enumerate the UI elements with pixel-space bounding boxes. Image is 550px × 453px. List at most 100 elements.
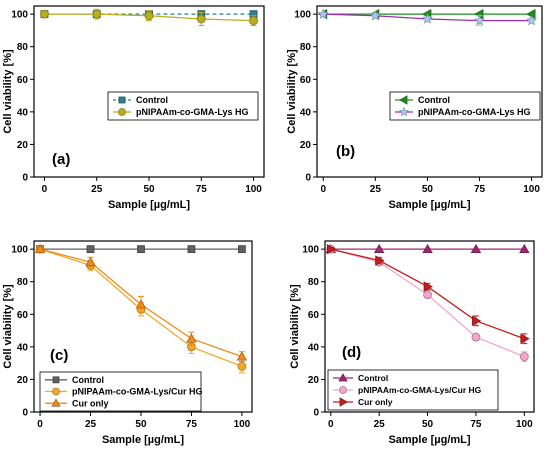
y-axis-label: Cell viability [%] (286, 49, 298, 134)
data-point (472, 315, 482, 326)
legend-marker (52, 376, 60, 384)
data-point (369, 9, 381, 21)
data-point (187, 245, 196, 254)
legend-marker (118, 96, 126, 104)
data-point (519, 352, 529, 362)
y-tick-label: 0 (305, 173, 311, 184)
legend-box (327, 369, 499, 411)
data-point (238, 245, 246, 254)
legend-marker (398, 106, 410, 117)
data-point (196, 14, 206, 24)
x-tick-label: 100 (523, 184, 540, 195)
y-axis-label: Cell viability [%] (2, 284, 14, 369)
legend-label: Control (358, 373, 388, 383)
panel-letter: (d) (342, 344, 361, 361)
y-tick-label: 100 (302, 245, 319, 256)
chart-panel-c: 0 25 50 75 100 0 20 40 60 80 100 Sample [µg/mL] Cell… (2, 240, 253, 446)
y-tick-label: 60 (17, 75, 29, 86)
x-tick-label: 75 (186, 419, 198, 430)
chart-panel-b: 0 25 50 75 100 0 20 40 60 80 100 Sample [µg/mL] Cell… (286, 5, 543, 211)
data-point (40, 9, 49, 19)
data-point (471, 332, 481, 342)
y-tick-label: 20 (300, 140, 312, 151)
x-axis-label: Sample [µg/mL] (388, 434, 470, 446)
y-tick-label: 40 (17, 342, 29, 353)
legend-box (389, 91, 541, 121)
y-tick-label: 20 (17, 375, 29, 386)
data-point (470, 243, 482, 254)
series-0 (36, 245, 246, 254)
data-point (186, 333, 197, 343)
x-axis-label: Sample [µg/mL] (102, 434, 184, 446)
y-axis-label: Cell viability [%] (289, 284, 301, 369)
data-point (423, 290, 432, 300)
panel-letter: (c) (50, 347, 68, 364)
legend-label: pNIPAAm-co-GMA-Lys HG (418, 107, 531, 117)
x-tick-label: 0 (328, 419, 334, 430)
data-point (519, 243, 530, 254)
legend-label: pNIPAAm-co-GMA-Lys/Cur HG (72, 387, 203, 397)
y-tick-label: 20 (308, 375, 320, 386)
series-1 (40, 8, 258, 27)
y-tick-label: 80 (17, 42, 29, 53)
x-tick-label: 100 (234, 419, 251, 430)
data-point (421, 13, 433, 24)
legend: Control pNIPAAm-co-GMA-Lys HG (107, 91, 259, 121)
y-tick-label: 60 (17, 310, 29, 321)
legend-label: pNIPAAm-co-GMA-Lys HG (136, 107, 249, 117)
x-tick-label: 0 (42, 184, 48, 195)
series-2 (326, 243, 530, 345)
y-tick-label: 40 (308, 342, 320, 353)
plot-frame (33, 240, 253, 413)
legend-label: Control (136, 95, 168, 105)
data-point (374, 243, 385, 254)
data-point (249, 16, 258, 26)
series-2 (34, 243, 248, 363)
x-tick-label: 75 (474, 184, 486, 195)
x-tick-label: 75 (470, 419, 482, 430)
legend-marker (51, 398, 61, 407)
legend-marker (118, 108, 126, 116)
series-line (330, 248, 525, 358)
plot-frame (324, 240, 535, 413)
chart-panel-d: 0 25 50 75 100 0 20 40 60 80 100 Sample [µg/mL] Cell… (289, 240, 535, 446)
data-point (375, 255, 385, 266)
x-axis-label: Sample [µg/mL] (388, 199, 470, 211)
data-point (85, 256, 96, 267)
x-tick-label: 100 (516, 419, 533, 430)
x-tick-label: 50 (143, 184, 155, 195)
y-tick-label: 100 (294, 10, 311, 21)
panel-letter: (b) (336, 143, 355, 160)
x-tick-label: 50 (422, 419, 434, 430)
y-tick-label: 60 (300, 75, 312, 86)
y-tick-label: 40 (300, 107, 312, 118)
legend-marker (339, 386, 347, 394)
data-point (236, 351, 248, 361)
legend-marker (338, 373, 348, 382)
data-point (237, 361, 247, 371)
y-tick-label: 0 (313, 408, 319, 419)
y-tick-label: 60 (308, 310, 320, 321)
legend-label: Control (72, 375, 104, 385)
x-tick-label: 25 (374, 419, 386, 430)
x-tick-label: 50 (135, 419, 147, 430)
data-point (34, 243, 46, 254)
data-point (520, 333, 530, 344)
data-point (326, 243, 337, 255)
y-tick-label: 80 (17, 277, 29, 288)
y-tick-label: 40 (17, 107, 29, 118)
legend-marker (399, 95, 408, 105)
y-tick-label: 0 (22, 173, 28, 184)
legend-marker (52, 387, 60, 396)
y-tick-label: 80 (300, 42, 312, 53)
y-tick-label: 100 (11, 10, 28, 21)
series-0 (325, 243, 530, 254)
chart-panel-a: 0 25 50 75 100 0 20 40 60 80 100 Sample [µg/mL] Cell… (2, 5, 265, 211)
x-tick-label: 25 (370, 184, 382, 195)
x-axis-label: Sample [µg/mL] (108, 199, 190, 211)
data-point (423, 281, 433, 292)
legend-label: pNIPAAm-co-GMA-Lys/Cur HG (358, 385, 482, 395)
